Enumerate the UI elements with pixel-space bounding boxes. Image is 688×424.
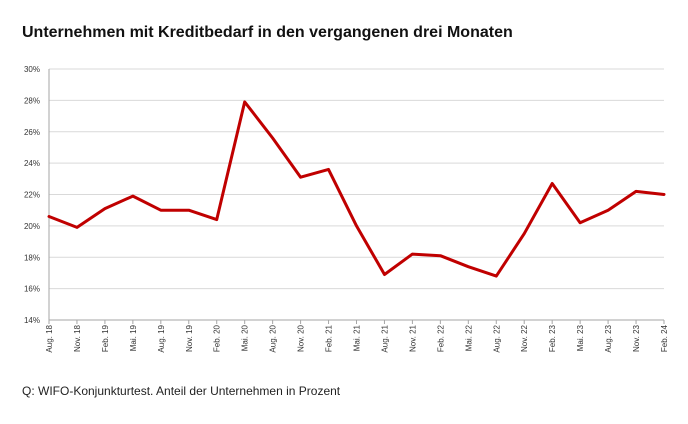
- x-tick-label: Nov. 19: [185, 324, 194, 352]
- x-tick-label: Mai. 19: [129, 324, 138, 351]
- x-tick-label: Aug. 22: [492, 324, 501, 352]
- data-point: [411, 252, 414, 256]
- y-tick-label: 30%: [24, 65, 40, 74]
- x-axis-ticks: Aug. 18 Nov. 18 Feb. 19 Mai. 19 Aug. 19 Nov. …: [45, 320, 669, 353]
- x-tick-label: Feb. 21: [325, 324, 334, 352]
- data-point: [243, 100, 246, 104]
- data-point: [159, 208, 163, 212]
- y-tick-label: 20%: [24, 222, 40, 231]
- x-tick-label: Aug. 18: [45, 324, 54, 352]
- y-tick-label: 26%: [24, 128, 40, 137]
- data-point: [299, 176, 302, 179]
- y-axis-ticks: 14% 16% 18% 20% 22% 24% 26% 28% 30%: [24, 65, 40, 325]
- series-line: [47, 100, 666, 278]
- data-point: [355, 224, 358, 228]
- x-tick-label: Feb. 19: [101, 324, 110, 352]
- x-tick-label: Feb. 24: [660, 324, 669, 352]
- data-point: [634, 190, 638, 193]
- data-point: [187, 208, 190, 212]
- data-point: [75, 226, 79, 229]
- data-point: [662, 193, 666, 196]
- data-point: [550, 182, 554, 185]
- data-point: [103, 207, 107, 210]
- chart-title: Unternehmen mit Kreditbedarf in den verg…: [22, 24, 513, 41]
- y-tick-label: 28%: [24, 96, 40, 105]
- data-point: [47, 215, 51, 218]
- data-point: [383, 273, 386, 276]
- x-tick-label: Mai. 23: [576, 324, 585, 351]
- x-tick-label: Aug. 21: [380, 324, 389, 352]
- gridlines: [49, 68, 664, 321]
- x-tick-label: Mai. 21: [353, 324, 362, 351]
- data-point: [271, 136, 274, 140]
- data-point: [131, 194, 135, 198]
- x-tick-label: Aug. 20: [269, 324, 278, 352]
- y-tick-label: 14%: [24, 316, 40, 325]
- x-tick-label: Aug. 19: [157, 324, 166, 352]
- y-tick-label: 22%: [24, 191, 40, 200]
- data-point: [327, 168, 330, 171]
- x-tick-label: Feb. 22: [436, 324, 445, 352]
- source-note: Q: WIFO-Konjunkturtest. Anteil der Unter…: [22, 384, 341, 398]
- x-tick-label: Nov. 20: [297, 324, 306, 352]
- x-tick-label: Nov. 18: [73, 324, 82, 352]
- x-tick-label: Nov. 22: [520, 324, 529, 352]
- y-tick-label: 16%: [24, 285, 40, 294]
- data-point: [523, 232, 526, 235]
- data-point: [467, 265, 470, 268]
- y-tick-label: 24%: [24, 159, 40, 168]
- x-tick-label: Nov. 23: [632, 324, 641, 352]
- series-group: [47, 100, 666, 278]
- x-tick-label: Aug. 23: [604, 324, 613, 352]
- data-point: [606, 208, 610, 212]
- x-tick-label: Feb. 23: [548, 324, 557, 352]
- x-tick-label: Nov. 21: [408, 324, 417, 352]
- data-point: [578, 221, 582, 224]
- x-tick-label: Mai. 20: [241, 324, 250, 351]
- data-point: [215, 218, 218, 221]
- y-tick-label: 18%: [24, 253, 40, 262]
- x-tick-label: Mai. 22: [464, 324, 473, 351]
- data-point: [439, 254, 442, 257]
- x-tick-label: Feb. 20: [213, 324, 222, 352]
- data-point: [495, 274, 498, 278]
